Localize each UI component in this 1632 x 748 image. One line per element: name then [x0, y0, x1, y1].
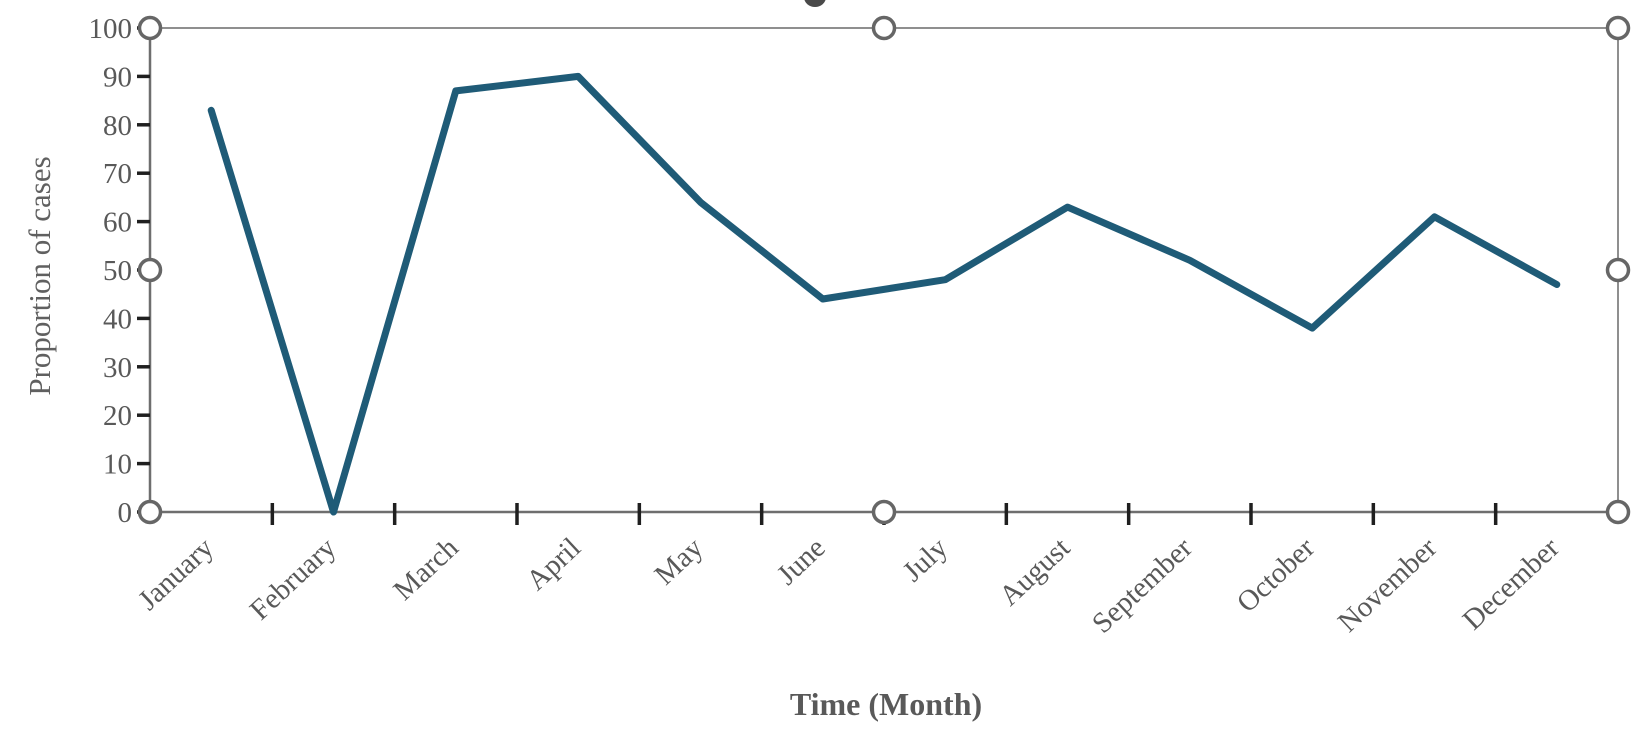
x-category-label: May — [649, 531, 710, 591]
x-axis-title: Time (Month) — [789, 686, 983, 722]
y-tick-label: 100 — [89, 13, 133, 45]
x-category-label: August — [993, 532, 1076, 613]
selection-handle[interactable] — [137, 15, 163, 41]
selection-handle[interactable] — [1605, 15, 1631, 41]
selection-handle[interactable] — [1605, 257, 1631, 283]
x-category-label: October — [1231, 531, 1321, 618]
x-category-label: December — [1457, 531, 1566, 636]
y-tick-label: 80 — [103, 110, 132, 142]
y-tick-label: 60 — [103, 207, 132, 239]
x-category-label: February — [244, 531, 343, 626]
x-category-label: January — [132, 531, 220, 616]
x-category-label: November — [1332, 531, 1444, 638]
y-tick-label: 90 — [103, 61, 132, 93]
x-category-label: April — [520, 532, 587, 597]
data-line-series[interactable] — [207, 72, 1561, 516]
y-tick-label: 20 — [103, 400, 132, 432]
y-tick-label: 10 — [103, 449, 132, 481]
y-tick-label: 40 — [103, 303, 132, 335]
selection-handle[interactable] — [137, 257, 163, 283]
y-tick-label: 0 — [118, 497, 133, 529]
y-tick-label: 30 — [103, 352, 132, 384]
x-category-label: June — [771, 532, 832, 592]
chart-title-fragment — [804, 0, 826, 7]
x-category-label: September — [1086, 531, 1199, 639]
selection-handle[interactable] — [137, 499, 163, 525]
y-tick-label: 50 — [103, 255, 132, 287]
selection-handle[interactable] — [1605, 499, 1631, 525]
y-tick-label: 70 — [103, 158, 132, 190]
x-category-label: July — [897, 531, 955, 588]
selection-handle[interactable] — [871, 499, 897, 525]
selection-handle[interactable] — [871, 15, 897, 41]
x-category-label: March — [387, 531, 465, 606]
